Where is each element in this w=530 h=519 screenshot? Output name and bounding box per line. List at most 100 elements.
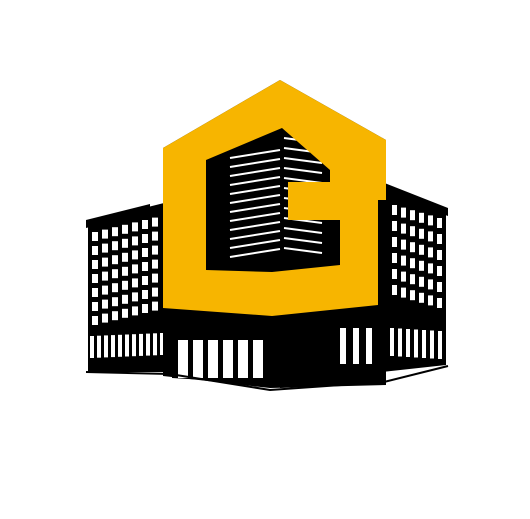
- window: [102, 313, 108, 323]
- window: [437, 234, 442, 244]
- window: [92, 274, 98, 283]
- window: [142, 304, 148, 313]
- storefront-window: [253, 340, 263, 378]
- window: [419, 292, 424, 303]
- ground-window: [153, 333, 157, 356]
- window: [102, 299, 108, 309]
- window: [410, 258, 415, 269]
- window: [392, 205, 397, 215]
- left-wing-ground-floor: [90, 333, 164, 358]
- window: [392, 253, 397, 263]
- ground-window: [104, 335, 108, 358]
- ground-window: [97, 335, 101, 358]
- storefront-window: [238, 340, 248, 378]
- window: [428, 295, 433, 306]
- ground-window: [390, 328, 394, 356]
- window: [410, 226, 415, 237]
- ground-window: [414, 329, 418, 358]
- window: [122, 308, 128, 318]
- ground-window: [422, 330, 426, 358]
- window: [132, 236, 138, 246]
- window: [122, 280, 128, 290]
- window: [122, 224, 128, 234]
- corner-window: [340, 328, 346, 364]
- floor-stripe: [229, 230, 281, 240]
- left-wing-windows: [92, 217, 158, 325]
- ground-window: [125, 334, 129, 357]
- ground-window: [398, 328, 402, 357]
- window: [102, 243, 108, 253]
- floor-stripe: [229, 158, 281, 168]
- ground-line: [85, 365, 449, 392]
- storefront-window: [223, 340, 233, 378]
- g-logo: [163, 80, 386, 316]
- window: [92, 288, 98, 297]
- floor-stripe: [229, 212, 281, 222]
- window: [112, 255, 118, 265]
- window: [92, 260, 98, 269]
- window: [92, 316, 98, 325]
- right-wing-windows: [392, 205, 442, 308]
- window: [410, 242, 415, 253]
- window: [152, 287, 158, 297]
- window: [437, 266, 442, 276]
- floor-stripe: [283, 167, 323, 174]
- window: [419, 228, 424, 239]
- window: [437, 298, 442, 308]
- corner-window: [353, 328, 359, 364]
- ground-window: [118, 334, 122, 357]
- window: [392, 237, 397, 247]
- window: [122, 294, 128, 304]
- ground-window: [90, 336, 94, 358]
- floor-stripe: [283, 227, 323, 234]
- window: [419, 212, 424, 223]
- window: [142, 248, 148, 257]
- window: [112, 297, 118, 307]
- window: [142, 290, 148, 299]
- storefront: [172, 318, 384, 388]
- floor-stripe: [229, 194, 281, 204]
- window: [401, 271, 406, 282]
- window: [92, 246, 98, 255]
- window: [152, 231, 158, 241]
- floor-stripe: [229, 203, 281, 213]
- floor-stripe: [229, 248, 281, 258]
- corner-window: [366, 328, 372, 364]
- window: [410, 210, 415, 221]
- window: [152, 259, 158, 269]
- storefront-window: [178, 340, 188, 378]
- window: [142, 220, 148, 229]
- window: [122, 238, 128, 248]
- right-wing-ground-floor: [390, 328, 442, 359]
- window: [102, 285, 108, 295]
- ground-window: [111, 335, 115, 358]
- window: [437, 250, 442, 260]
- storefront-window: [193, 340, 203, 378]
- window: [410, 274, 415, 285]
- floor-stripe: [229, 221, 281, 231]
- ground-window: [406, 329, 410, 357]
- window: [401, 255, 406, 266]
- window: [92, 302, 98, 311]
- window: [419, 276, 424, 287]
- window: [132, 278, 138, 288]
- window: [152, 217, 158, 227]
- ground-window: [430, 330, 434, 359]
- window: [132, 264, 138, 274]
- window: [392, 221, 397, 231]
- window: [428, 247, 433, 258]
- window: [437, 282, 442, 292]
- window: [152, 245, 158, 255]
- storefront-window: [208, 340, 218, 378]
- right-wing: [382, 182, 448, 372]
- storefront-windows: [178, 340, 263, 378]
- window: [419, 244, 424, 255]
- tower-stripes-left: [229, 149, 281, 258]
- window: [132, 292, 138, 302]
- window: [428, 231, 433, 242]
- floor-stripe: [229, 185, 281, 195]
- window: [102, 257, 108, 267]
- window: [132, 222, 138, 232]
- window: [401, 207, 406, 218]
